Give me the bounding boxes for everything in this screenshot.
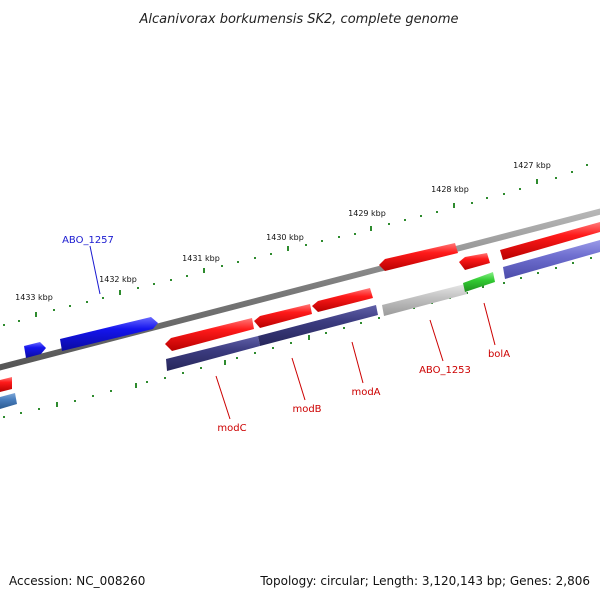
leader-modc bbox=[215, 375, 231, 420]
tick-label-1431: 1431 kbp bbox=[182, 254, 220, 263]
tick-major bbox=[35, 312, 37, 317]
label-abo-1257[interactable]: ABO_1257 bbox=[62, 235, 114, 246]
tick-label-1427: 1427 kbp bbox=[513, 161, 551, 170]
cds-right-lavender[interactable] bbox=[503, 240, 600, 279]
tick-label-1430: 1430 kbp bbox=[266, 233, 304, 242]
cds-abo-1253-pseudo[interactable] bbox=[382, 284, 467, 316]
tick-major bbox=[536, 179, 538, 184]
genome-backbone bbox=[0, 208, 600, 371]
tick-major bbox=[119, 290, 121, 295]
leader-bola bbox=[483, 302, 496, 346]
tick-major bbox=[287, 246, 289, 251]
outer-tick-ring bbox=[3, 164, 588, 326]
gene-forward-right-red[interactable] bbox=[500, 222, 600, 260]
gene-modb[interactable] bbox=[254, 304, 312, 328]
cds-modc[interactable] bbox=[166, 336, 260, 371]
label-modb[interactable]: modB bbox=[292, 404, 321, 415]
label-moda[interactable]: modA bbox=[351, 387, 380, 398]
gene-modc[interactable] bbox=[165, 318, 254, 351]
map-title: Alcanivorax borkumensis SK2, complete ge… bbox=[138, 12, 458, 27]
gene-abo-1253[interactable] bbox=[379, 243, 458, 271]
label-abo-1253[interactable]: ABO_1253 bbox=[419, 365, 471, 376]
gene-forward-left-small[interactable] bbox=[24, 342, 46, 358]
gene-bola[interactable] bbox=[459, 253, 490, 270]
footer-accession: Accession: NC_008260 bbox=[9, 574, 146, 588]
tick-label-1429: 1429 kbp bbox=[348, 209, 386, 218]
tick-major bbox=[203, 268, 205, 273]
leader-abo-1253 bbox=[429, 319, 444, 362]
label-modc[interactable]: modC bbox=[217, 423, 246, 434]
leader-modb bbox=[291, 357, 306, 401]
gene-abo-1257[interactable] bbox=[60, 317, 158, 351]
gene-left-edge-red[interactable] bbox=[0, 377, 12, 392]
leader-abo-1257 bbox=[89, 245, 101, 295]
tick-label-1428: 1428 kbp bbox=[431, 185, 469, 194]
cds-left-edge-steel[interactable] bbox=[0, 393, 17, 409]
tick-label-1433: 1433 kbp bbox=[15, 293, 53, 302]
tick-label-1432: 1432 kbp bbox=[99, 275, 137, 284]
cds-bola[interactable] bbox=[463, 272, 495, 292]
leader-moda bbox=[351, 341, 364, 384]
tick-major bbox=[370, 226, 372, 231]
tick-major bbox=[453, 203, 455, 208]
footer-stats: Topology: circular; Length: 3,120,143 bp… bbox=[260, 574, 590, 588]
cds-modb-moda[interactable] bbox=[258, 305, 378, 346]
label-bola[interactable]: bolA bbox=[488, 349, 510, 360]
gene-moda[interactable] bbox=[312, 288, 373, 312]
inner-tick-ring bbox=[3, 257, 592, 418]
